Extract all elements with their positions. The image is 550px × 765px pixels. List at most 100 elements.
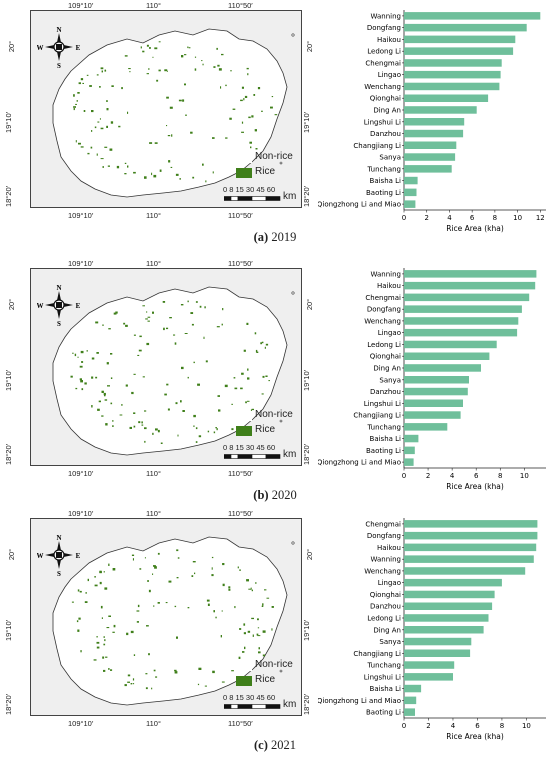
map-top-tick-label: 110°50′	[228, 509, 253, 518]
rice-pixel	[137, 604, 140, 608]
map-top-tick-label: 110°	[146, 509, 161, 518]
caption-letter: (a)	[253, 230, 269, 244]
rice-pixel	[194, 56, 197, 58]
rice-pixel	[147, 580, 149, 582]
rice-pixel	[106, 100, 108, 102]
rice-pixel	[148, 589, 151, 593]
rice-pixel	[215, 616, 217, 619]
bar	[404, 376, 469, 384]
rice-pixel	[146, 44, 149, 47]
scale-segment	[251, 196, 267, 201]
rice-pixel	[211, 556, 214, 559]
bar	[404, 82, 500, 91]
rice-pixel	[262, 375, 265, 378]
rice-pixel	[144, 440, 146, 443]
category-label: Lingao	[378, 329, 401, 337]
rice-pixel	[110, 377, 113, 379]
rice-pixel	[106, 108, 109, 111]
category-label: Baisha Li	[370, 685, 402, 693]
rice-pixel	[81, 361, 84, 363]
category-label: Qionghai	[370, 591, 401, 599]
rice-pixel	[168, 160, 171, 163]
category-label: Danzhou	[370, 130, 401, 138]
rice-pixel	[99, 118, 101, 120]
rice-pixel	[94, 576, 96, 578]
rice-pixel	[99, 581, 102, 585]
rice-pixel	[271, 606, 274, 608]
rice-pixel	[99, 86, 101, 88]
bar	[404, 270, 537, 278]
figure-panel: N S E W Non-rice Rice 0 8 15 30 45 60 km 109°10′…	[0, 0, 550, 255]
bar	[404, 153, 456, 161]
category-label: Sanya	[379, 376, 401, 384]
rice-pixel	[262, 630, 266, 633]
rice-pixel	[261, 341, 264, 344]
map-top-tick-label: 109°10′	[68, 509, 94, 518]
category-label: Ledong Li	[367, 341, 401, 349]
island-outline	[52, 28, 288, 198]
bar	[404, 176, 418, 185]
rice-pixel	[261, 605, 264, 607]
rice-pixel	[184, 333, 188, 334]
rice-pixel	[198, 667, 202, 670]
rice-pixel	[268, 380, 270, 382]
map-top-tick-label: 110°	[146, 259, 161, 268]
map-right-tick-label: 19°10′	[302, 111, 312, 134]
scale-segment	[237, 196, 253, 201]
caption-letter: (c)	[254, 738, 268, 752]
islet	[279, 419, 283, 423]
rice-pixel	[206, 599, 210, 602]
rice-pixel	[157, 552, 160, 555]
rice-pixel	[240, 99, 243, 102]
bar	[404, 165, 452, 173]
rice-pixel	[247, 377, 250, 380]
rice-pixel	[241, 86, 244, 89]
rice-pixel	[153, 669, 156, 672]
rice-pixel	[72, 352, 74, 354]
rice-pixel	[132, 683, 135, 685]
rice-pixel	[82, 82, 84, 84]
rice-pixel	[97, 121, 100, 123]
rice-pixel	[241, 131, 244, 133]
rice-pixel	[106, 362, 109, 365]
rice-pixel	[96, 74, 99, 76]
rice-pixel	[238, 656, 241, 659]
rice-pixel	[71, 601, 74, 603]
rice-pixel	[91, 405, 93, 408]
rice-pixel	[218, 409, 221, 412]
rice-pixel	[112, 425, 114, 427]
rice-pixel	[180, 304, 184, 306]
map-right-tick-label: 20°	[305, 548, 315, 561]
bar	[404, 352, 490, 360]
rice-pixel	[271, 96, 274, 98]
rice-pixel	[247, 400, 250, 402]
rice-pixel	[153, 565, 156, 567]
category-label: Tunchang	[366, 423, 401, 431]
rice-pixel	[101, 390, 104, 393]
rice-pixel	[250, 409, 252, 412]
rice-pixel	[124, 173, 127, 175]
rice-pixel	[203, 336, 205, 339]
rice-pixel	[153, 174, 157, 178]
map-top-tick-label: 110°	[146, 1, 161, 10]
rice-pixel	[73, 94, 75, 97]
map-bottom-tick-label: 109°10′	[68, 211, 94, 220]
rice-pixel	[104, 639, 106, 642]
rice-pixel	[174, 671, 178, 674]
bar	[404, 70, 501, 79]
rice-pixel	[127, 681, 130, 683]
rice-pixel	[140, 46, 142, 49]
bar	[404, 649, 471, 657]
rice-pixel	[179, 178, 181, 180]
rice-pixel	[166, 70, 168, 72]
rice-pixel	[73, 108, 75, 111]
rice-pixel	[233, 377, 236, 379]
map-bottom-tick-label: 110°50′	[228, 469, 253, 478]
scale-segment	[251, 704, 267, 709]
rice-pixel	[213, 610, 215, 613]
rice-pixel	[194, 68, 197, 71]
rice-pixel	[128, 68, 131, 70]
rice-pixel	[96, 641, 100, 644]
rice-pixel	[254, 332, 257, 335]
rice-pixel	[248, 116, 251, 119]
